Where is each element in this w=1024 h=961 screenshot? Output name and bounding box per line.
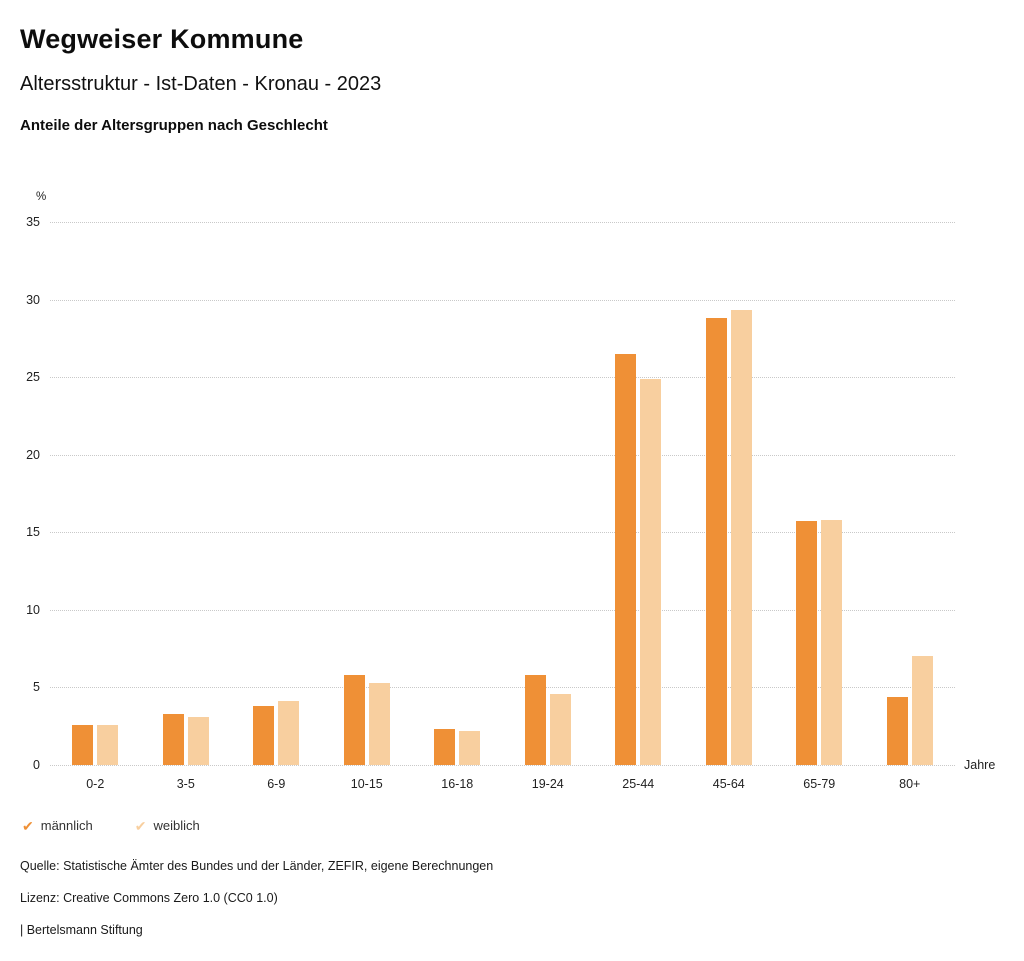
bar-weiblich-65-79 [821, 519, 843, 765]
bar-group-65-79 [774, 222, 865, 765]
page-subtitle: Altersstruktur - Ist-Daten - Kronau - 20… [20, 73, 382, 95]
checkmark-icon: ✔ [134, 817, 147, 834]
x-axis-labels: 0-2 3-5 6-9 10-15 16-18 19-24 25-44 45-64 65-79 8… [50, 777, 955, 791]
page-title: Wegweiser Kommune [20, 24, 304, 54]
bar-weiblich-19-24 [549, 693, 571, 765]
gridline-25 [50, 377, 955, 379]
y-tick-label-20: 20 [26, 447, 40, 462]
bar-group-16-18 [412, 222, 503, 765]
bar-weiblich-25-44 [640, 378, 662, 765]
bar-group-10-15 [322, 222, 413, 765]
x-tick-label-6-9: 6-9 [267, 777, 286, 791]
bar-weiblich-80+ [911, 656, 933, 765]
checkmark-icon: ✔ [22, 817, 34, 834]
bar-männlich-0-2 [72, 724, 94, 765]
y-tick-label-10: 10 [26, 602, 40, 617]
bar-männlich-65-79 [796, 521, 818, 765]
bar-weiblich-10-15 [368, 682, 390, 765]
bar-group-6-9 [231, 222, 322, 765]
bar-group-3-5 [141, 222, 232, 765]
legend-item-weiblich: ✔ weiblich [135, 818, 200, 833]
gridline-15 [50, 532, 955, 534]
x-tick-label-16-18: 16-18 [441, 777, 474, 791]
chart-heading: Anteile der Altersgruppen nach Geschlech… [20, 117, 328, 134]
x-tick-label-19-24: 19-24 [531, 777, 564, 791]
x-tick-label-3-5: 3-5 [176, 777, 195, 791]
bar-group-80+ [865, 222, 956, 765]
y-tick-label-35: 35 [26, 215, 40, 229]
bar-männlich-6-9 [253, 706, 275, 765]
gridline-0 [50, 765, 955, 766]
bar-männlich-19-24 [524, 675, 546, 765]
legend-label: weiblich [153, 818, 200, 833]
bar-weiblich-3-5 [187, 716, 209, 765]
gridline-5 [50, 687, 955, 689]
bar-weiblich-6-9 [278, 701, 300, 765]
x-tick-label-10-15: 10-15 [350, 777, 383, 791]
plot-area: % Jahre 0 5 10 15 20 25 30 35 [26, 191, 995, 772]
x-tick-label-45-64: 45-64 [712, 777, 745, 791]
x-axis-unit-label: Jahre [964, 758, 996, 772]
y-tick-label-15: 15 [26, 525, 40, 540]
y-axis-unit-label: % [36, 191, 47, 203]
y-tick-label-30: 30 [26, 292, 40, 307]
bar-weiblich-45-64 [730, 310, 752, 765]
bar-group-45-64 [684, 222, 775, 765]
gridline-10 [50, 609, 955, 611]
bar-chart: % Jahre 0 5 10 15 20 25 30 35 0-2 3-5 6-9 10-15 16-… [26, 191, 995, 791]
bar-männlich-16-18 [434, 729, 456, 765]
x-tick-label-25-44: 25-44 [622, 777, 655, 791]
gridline-30 [50, 299, 955, 301]
license-note: Lizenz: Creative Commons Zero 1.0 (CC0 1… [20, 891, 278, 905]
x-tick-label-65-79: 65-79 [803, 777, 836, 791]
source-note: Quelle: Statistische Ämter des Bundes un… [20, 859, 494, 873]
bar-weiblich-0-2 [97, 724, 119, 765]
bar-männlich-45-64 [705, 318, 727, 765]
bar-weiblich-16-18 [459, 730, 481, 765]
x-tick-label-0-2: 0-2 [86, 777, 105, 791]
bar-groups [50, 222, 955, 765]
bar-männlich-3-5 [162, 713, 184, 765]
legend: ✔ männlich ✔ weiblich [22, 818, 1004, 833]
y-tick-label-5: 5 [33, 680, 40, 695]
gridline-35 [50, 222, 955, 223]
bar-männlich-25-44 [615, 353, 637, 765]
bar-männlich-80+ [886, 696, 908, 765]
bar-group-19-24 [503, 222, 594, 765]
gridline-20 [50, 454, 955, 456]
y-tick-label-25: 25 [26, 370, 40, 385]
bar-group-0-2 [50, 222, 141, 765]
bar-group-25-44 [593, 222, 684, 765]
legend-label: männlich [40, 818, 93, 833]
x-tick-label-80+: 80+ [899, 777, 921, 791]
y-tick-label-0: 0 [33, 758, 40, 772]
legend-item-männlich: ✔ männlich [22, 818, 93, 833]
bar-männlich-10-15 [343, 675, 365, 765]
footer: Quelle: Statistische Ämter des Bundes un… [20, 859, 1004, 937]
attribution-note: | Bertelsmann Stiftung [20, 923, 143, 937]
